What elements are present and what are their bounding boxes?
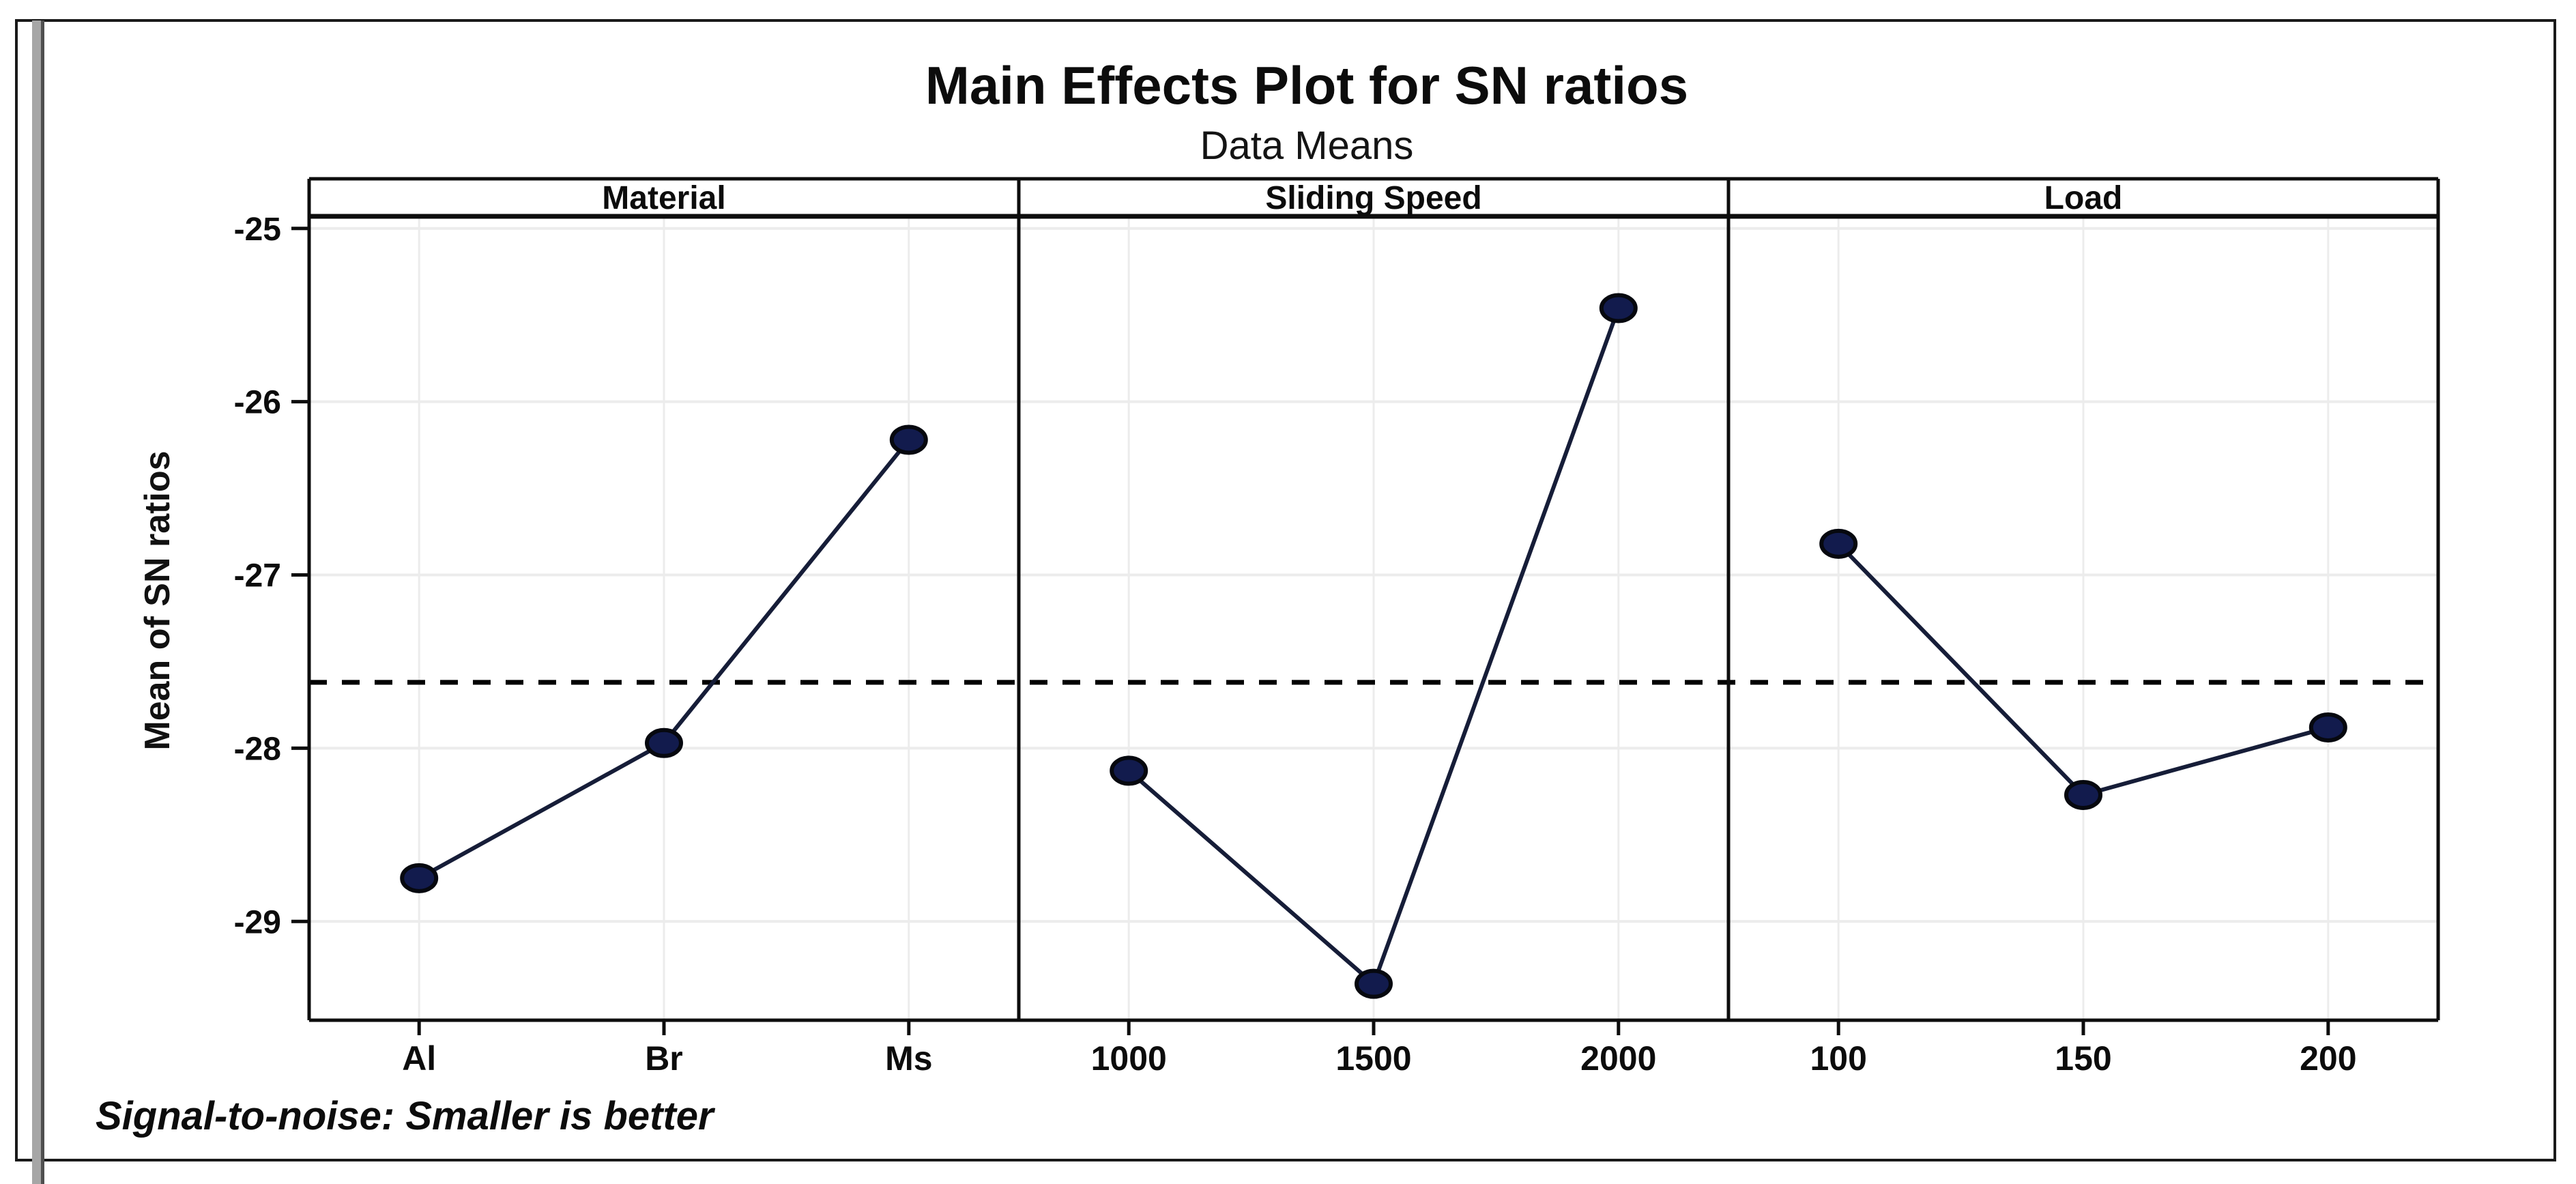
chart-layers: Material Sliding Speed Load -25 -26 -27 -28 -29… bbox=[234, 177, 2440, 1078]
data-point-marker bbox=[2309, 712, 2347, 742]
x-tick-label: 1000 bbox=[1091, 1039, 1167, 1078]
y-tick-label: -29 bbox=[234, 904, 281, 940]
y-tick-label: -27 bbox=[234, 558, 281, 594]
panel-header-label: Load bbox=[2044, 180, 2123, 216]
data-point-marker bbox=[889, 424, 928, 455]
page-edge-line bbox=[41, 20, 44, 1184]
chart-title: Main Effects Plot for SN ratios bbox=[925, 55, 1688, 115]
x-tick-label: 2000 bbox=[1580, 1039, 1656, 1078]
data-point-marker bbox=[1819, 528, 1858, 559]
x-tick-label: 150 bbox=[2055, 1039, 2111, 1078]
panel-header-label: Sliding Speed bbox=[1265, 180, 1481, 216]
x-tick-label: 100 bbox=[1810, 1039, 1866, 1078]
data-point-marker bbox=[2064, 779, 2102, 810]
data-point-marker bbox=[1355, 968, 1393, 999]
data-point-marker bbox=[1599, 293, 1638, 323]
y-tick-label: -26 bbox=[234, 385, 281, 421]
footnote-caption: Signal-to-noise: Smaller is better bbox=[96, 1094, 716, 1138]
y-tick-label: -28 bbox=[234, 731, 281, 767]
page-edge-bar bbox=[32, 20, 42, 1184]
x-tick-label: 1500 bbox=[1335, 1039, 1411, 1078]
x-tick-label: Al bbox=[402, 1039, 436, 1078]
y-axis-label: Mean of SN ratios bbox=[138, 450, 177, 750]
data-point-marker bbox=[1110, 755, 1148, 786]
chart-subtitle: Data Means bbox=[1200, 124, 1414, 168]
figure-border bbox=[15, 19, 2556, 1161]
y-tick-label: -25 bbox=[234, 212, 281, 248]
data-point-marker bbox=[400, 863, 439, 893]
panel-header-label: Material bbox=[602, 180, 725, 216]
data-point-marker bbox=[645, 727, 683, 758]
x-tick-label: Br bbox=[645, 1039, 683, 1078]
x-tick-label: 200 bbox=[2300, 1039, 2356, 1078]
x-tick-label: Ms bbox=[885, 1039, 932, 1078]
